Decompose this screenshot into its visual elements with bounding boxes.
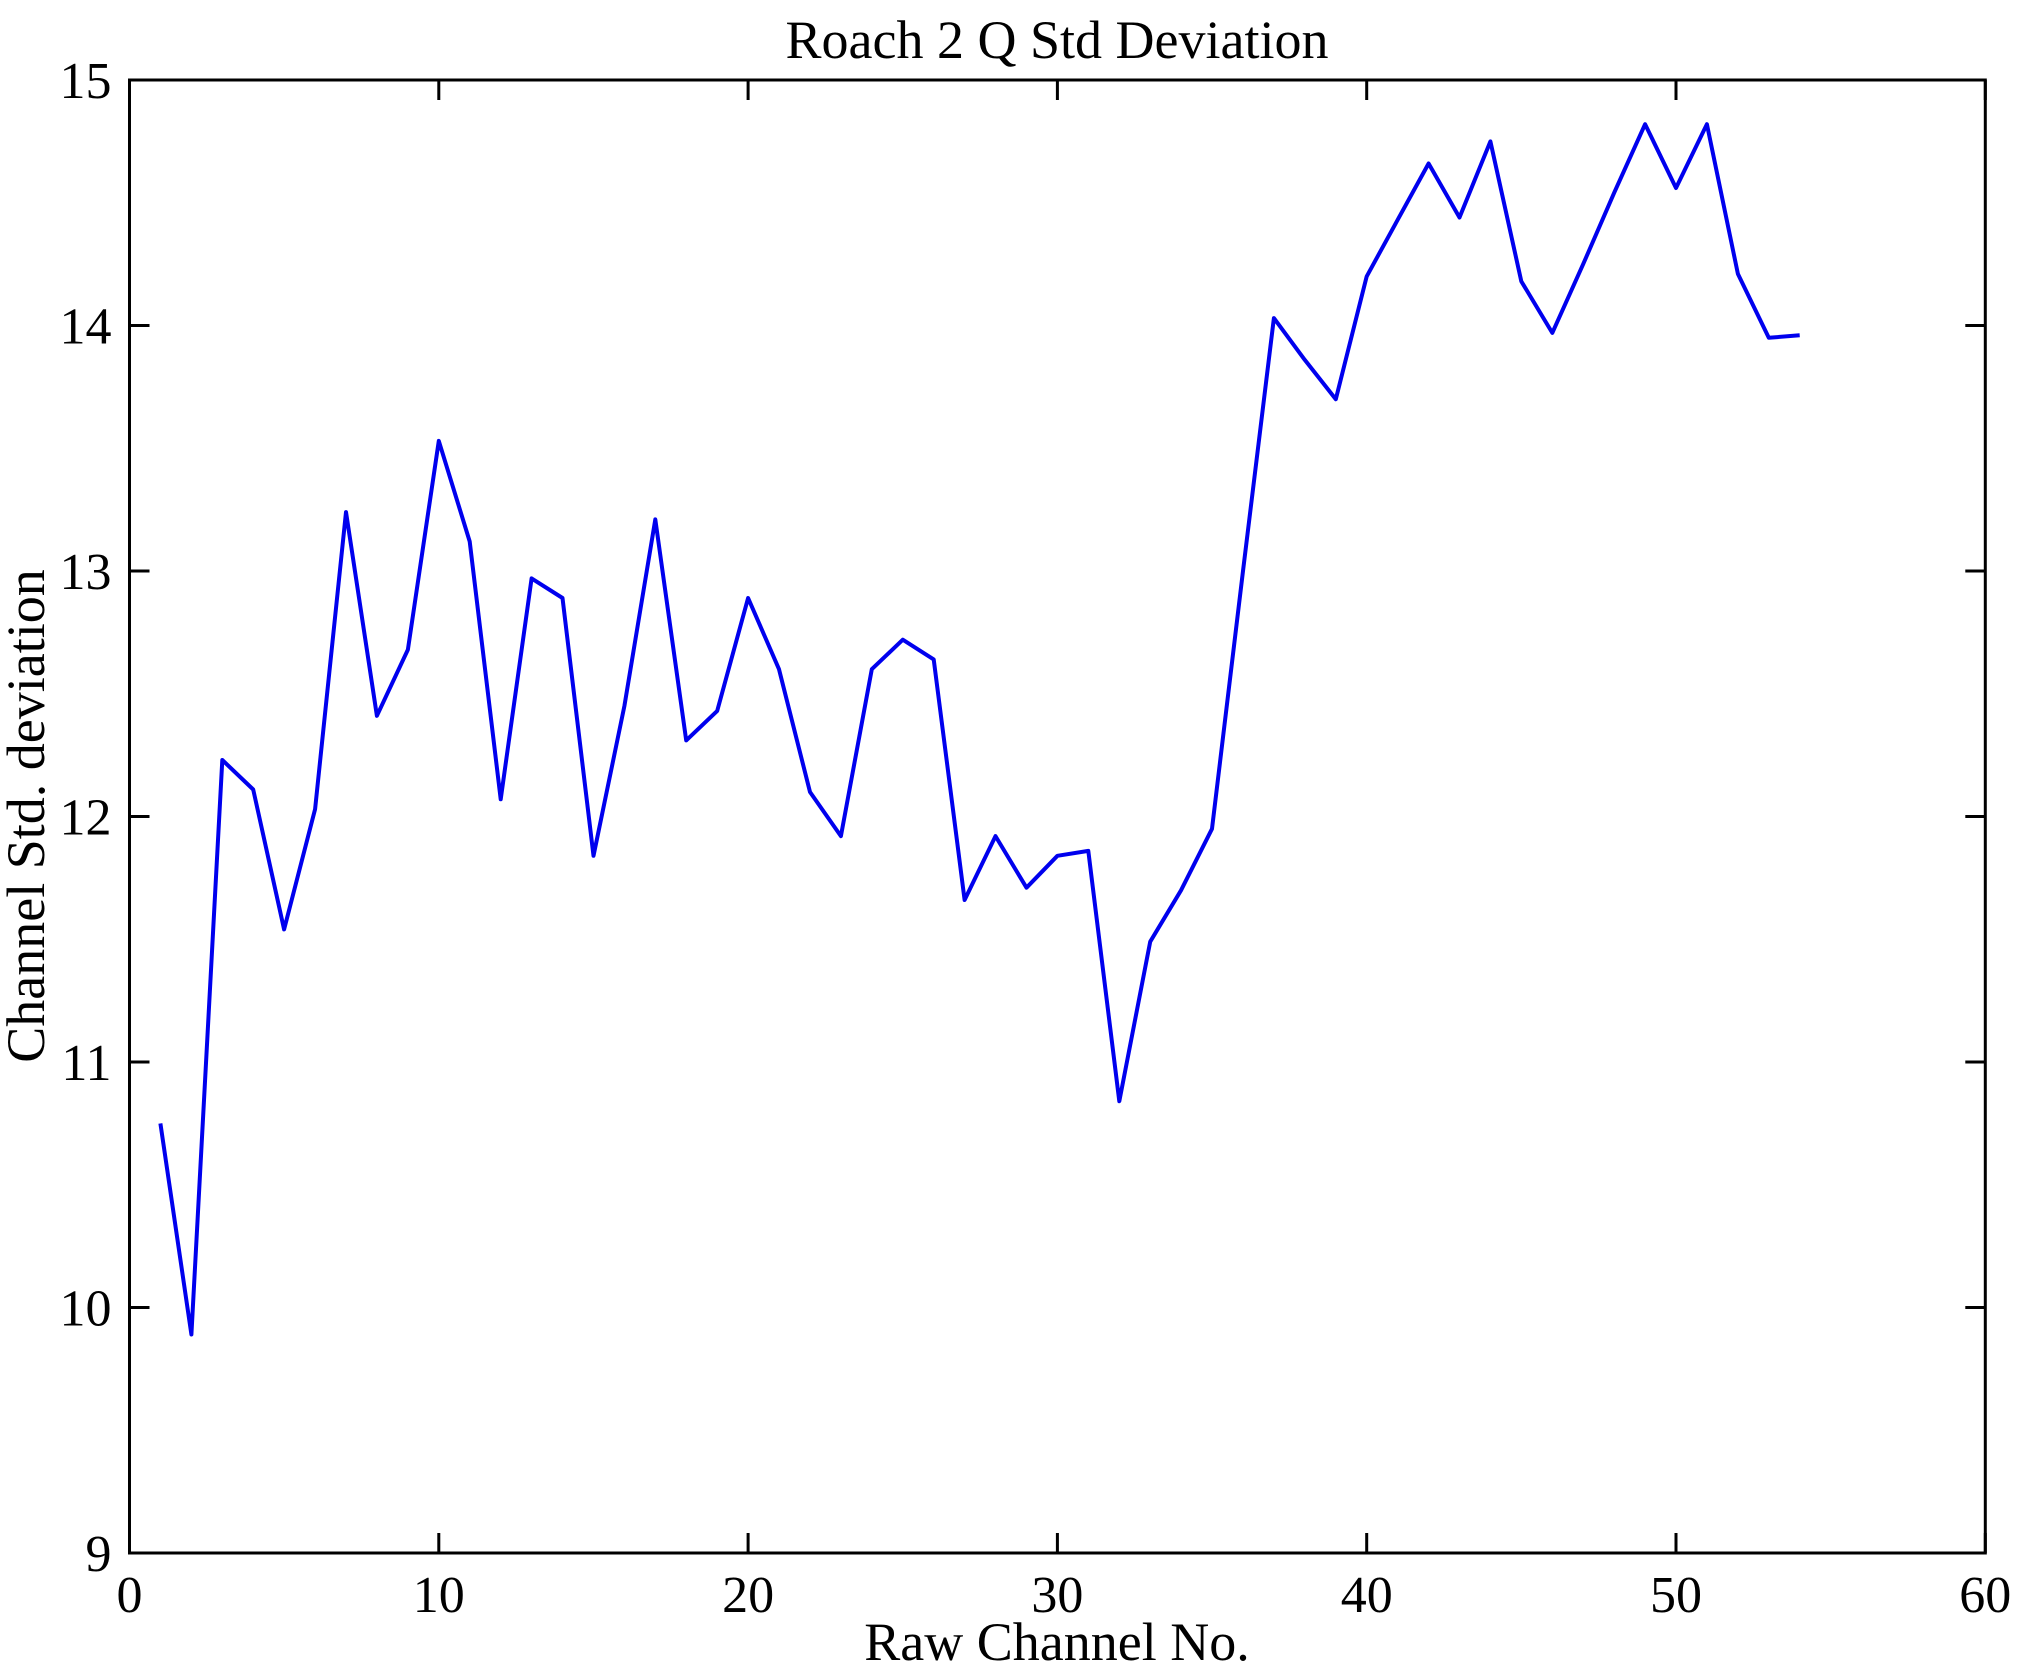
y-tick-label: 10: [60, 1281, 112, 1338]
x-tick-label: 50: [1650, 1567, 1702, 1624]
axis-ticks: [128, 78, 1987, 1555]
plot-border: [128, 78, 1987, 1555]
x-tick-label: 20: [722, 1567, 774, 1624]
x-tick-label: 0: [117, 1567, 143, 1624]
axis-tick-labels: 0 10 20 30 40 50 60 9 10 11 12 13 14 15: [60, 53, 2012, 1624]
y-tick-label: 12: [60, 790, 112, 847]
chart-title: Roach 2 Q Std Deviation: [786, 10, 1329, 70]
x-axis-label: Raw Channel No.: [864, 1612, 1249, 1671]
y-tick-label: 11: [61, 1035, 111, 1092]
y-tick-label: 14: [60, 299, 112, 356]
data-line: [158, 122, 1800, 1337]
x-tick-label: 40: [1341, 1567, 1393, 1624]
x-tick-label: 10: [413, 1567, 465, 1624]
x-tick-label: 30: [1031, 1567, 1083, 1624]
y-tick-label: 15: [60, 53, 112, 110]
x-tick-label: 60: [1959, 1567, 2011, 1624]
y-tick-label: 13: [60, 544, 112, 601]
y-tick-label: 9: [86, 1526, 112, 1583]
y-axis-label: Channel Std. deviation: [0, 569, 56, 1062]
